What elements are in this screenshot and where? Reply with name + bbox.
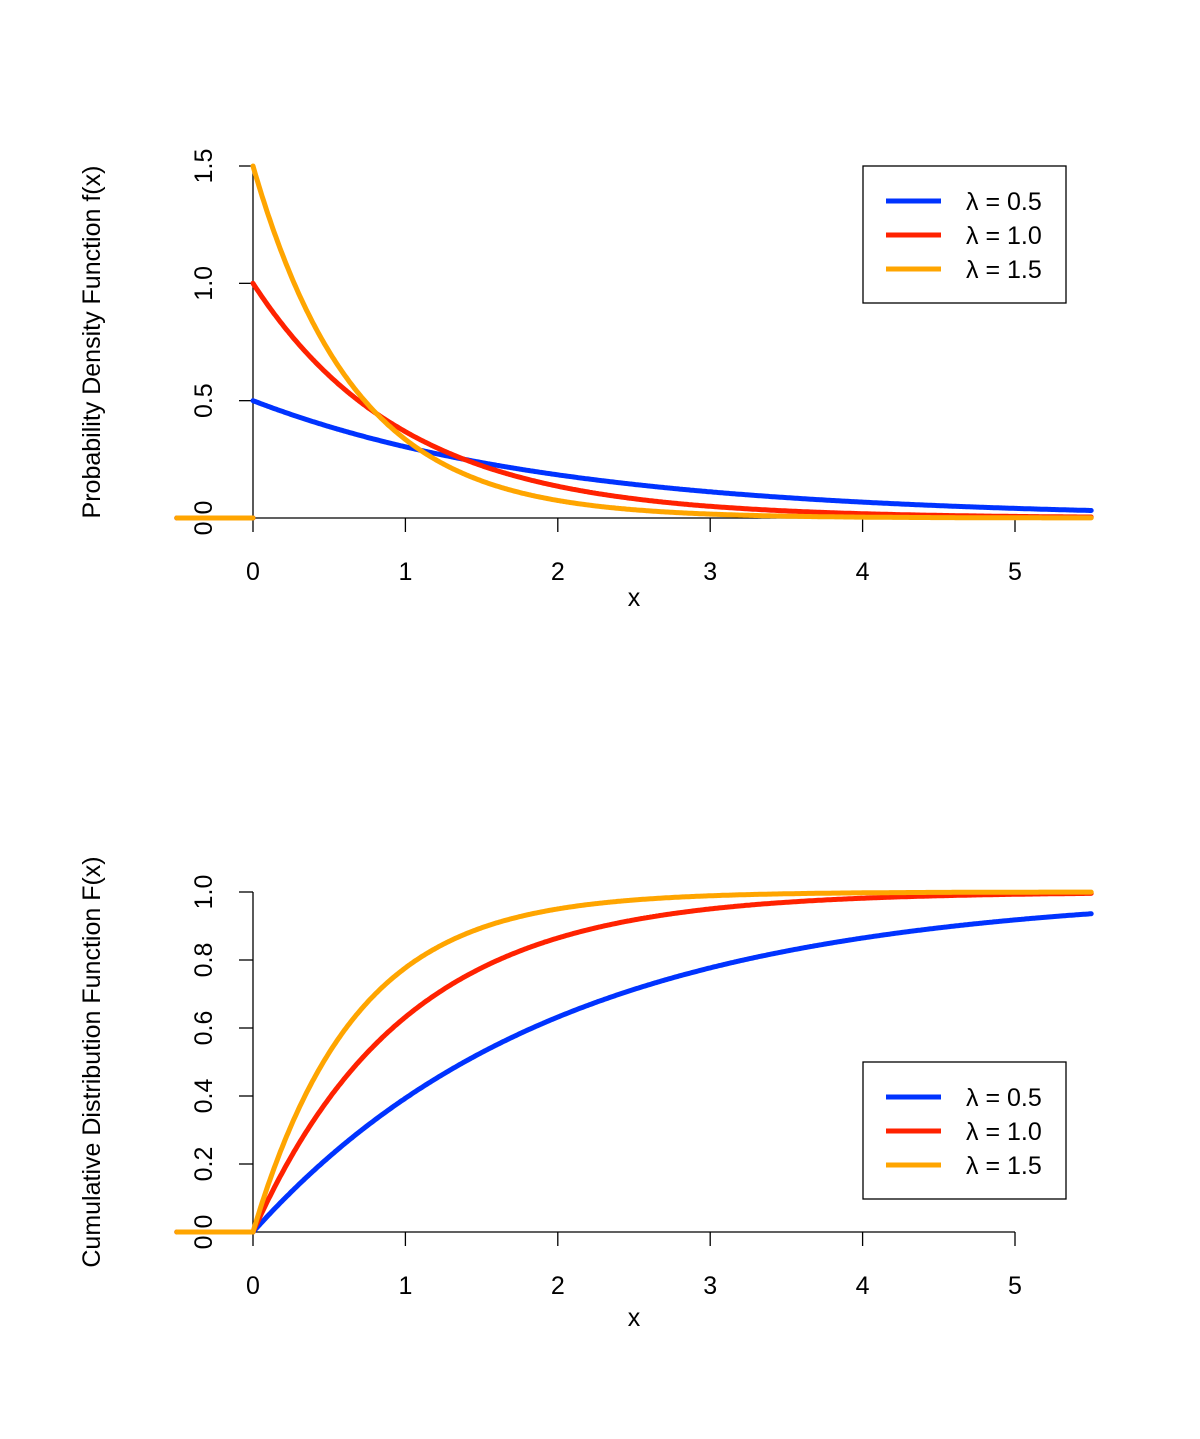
cdf-legend-label: λ = 0.5 xyxy=(966,1084,1042,1112)
pdf-legend-label: λ = 1.0 xyxy=(966,222,1042,250)
pdf-plot: Probability Density Function f(x) x 0 1 2 3… xyxy=(78,149,1094,612)
cdf-xlabel: x xyxy=(628,1304,641,1332)
pdf-curve-0 xyxy=(250,398,1094,513)
cdf-x-tick-label: 2 xyxy=(551,1272,565,1300)
cdf-y-tick-label: 0.4 xyxy=(190,1079,218,1114)
cdf-y-tick-label: 0.6 xyxy=(190,1011,218,1046)
cdf-y-tick-label: 0.2 xyxy=(190,1147,218,1182)
pdf-x-tick-label: 5 xyxy=(1008,558,1022,586)
cdf-curve-2 xyxy=(174,889,1094,1235)
pdf-curve-1 xyxy=(250,280,1094,520)
pdf-x-tick-label: 3 xyxy=(703,558,717,586)
cdf-x-tick-label: 5 xyxy=(1008,1272,1022,1300)
pdf-x-tick-label: 2 xyxy=(551,558,565,586)
pdf-y-tick-label: 1.0 xyxy=(190,266,218,301)
cdf-curve-0 xyxy=(174,911,1094,1235)
pdf-x-tick-label: 1 xyxy=(398,558,412,586)
cdf-legend-label: λ = 1.5 xyxy=(966,1152,1042,1180)
pdf-legend: λ = 0.5 λ = 1.0 λ = 1.5 xyxy=(862,165,1067,304)
pdf-ylabel: Probability Density Function f(x) xyxy=(78,166,106,519)
cdf-legend-label: λ = 1.0 xyxy=(966,1118,1042,1146)
pdf-legend-label: λ = 0.5 xyxy=(966,188,1042,216)
pdf-x-tick-label: 0 xyxy=(246,558,260,586)
cdf-x-tick-label: 3 xyxy=(703,1272,717,1300)
cdf-x-tick-label: 0 xyxy=(246,1272,260,1300)
pdf-x-tick-label: 4 xyxy=(856,558,870,586)
pdf-xlabel: x xyxy=(628,584,641,612)
cdf-curve-1 xyxy=(174,890,1094,1235)
pdf-y-tick-label: 0.5 xyxy=(190,383,218,418)
cdf-y-tick-label: 0.8 xyxy=(190,943,218,978)
cdf-x-tick-label: 4 xyxy=(856,1272,870,1300)
pdf-curve-2 xyxy=(250,163,1094,521)
pdf-legend-label: λ = 1.5 xyxy=(966,256,1042,284)
cdf-plot: Cumulative Distribution Function F(x) x … xyxy=(78,856,1094,1332)
cdf-x-tick-label: 1 xyxy=(398,1272,412,1300)
cdf-y-tick-label: 1.0 xyxy=(190,875,218,910)
cdf-ylabel: Cumulative Distribution Function F(x) xyxy=(78,856,106,1267)
cdf-legend: λ = 0.5 λ = 1.0 λ = 1.5 xyxy=(862,1061,1067,1200)
pdf-y-tick-label: 1.5 xyxy=(190,149,218,184)
